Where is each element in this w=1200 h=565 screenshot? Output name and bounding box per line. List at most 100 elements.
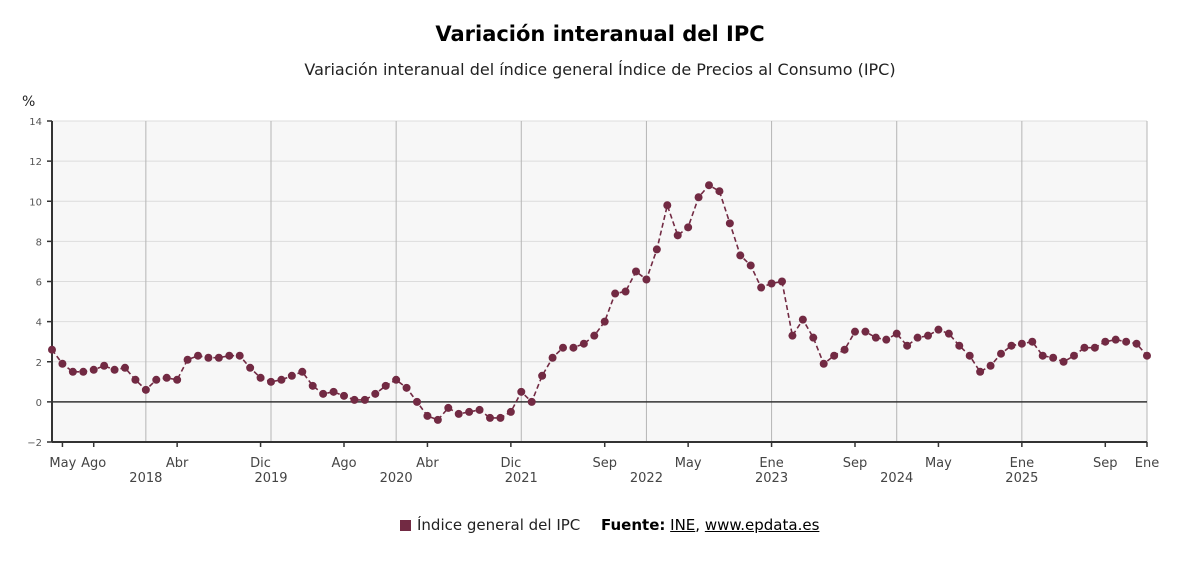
data-point [684, 223, 693, 232]
data-point [496, 413, 505, 422]
data-point [162, 373, 171, 382]
x-tick-label: Sep [592, 456, 617, 471]
x-tick-label: May [49, 456, 76, 471]
y-tick-label: 4 [36, 318, 42, 329]
data-point [1101, 337, 1110, 346]
data-point [757, 283, 766, 292]
data-point [632, 267, 640, 276]
data-point [214, 353, 223, 362]
series-line [51, 184, 1148, 421]
data-point [579, 339, 588, 348]
x-tick-label: Ago [331, 456, 356, 471]
data-point [851, 327, 859, 336]
legend-swatch [400, 519, 411, 531]
data-point [1007, 341, 1016, 350]
x-tick-label: Ene [759, 456, 783, 471]
legend-item[interactable]: Índice general del IPC [400, 516, 580, 534]
data-point [194, 351, 202, 360]
data-point [89, 365, 98, 374]
y-tick-label: 14 [29, 117, 42, 128]
data-point [1132, 339, 1141, 348]
data-point [141, 385, 150, 394]
data-point [329, 387, 338, 396]
data-point [319, 389, 328, 398]
data-point [673, 231, 682, 240]
data-point [121, 363, 129, 372]
data-point [830, 351, 839, 360]
x-year-label: 2020 [380, 471, 413, 486]
data-point [642, 275, 651, 284]
data-point [360, 395, 369, 404]
data-point [183, 355, 192, 364]
x-year-label: 2019 [254, 471, 287, 486]
y-tick-label: 8 [36, 237, 42, 248]
data-point [392, 375, 401, 384]
data-point [225, 351, 234, 360]
data-point [350, 395, 359, 404]
data-point [1111, 335, 1120, 344]
data-point [611, 289, 620, 298]
data-point [1028, 337, 1037, 346]
data-point [267, 377, 275, 386]
x-tick-label: Ago [81, 456, 106, 471]
data-point [976, 367, 985, 376]
data-point [277, 375, 286, 384]
y-tick-label: 10 [29, 197, 42, 208]
x-year-label: 2023 [755, 471, 788, 486]
y-tick-label: 6 [36, 278, 42, 289]
data-point [256, 373, 265, 382]
source-note: Fuente: INE, www.epdata.es [601, 516, 819, 534]
data-point [715, 187, 724, 196]
x-tick-label: Abr [166, 456, 189, 471]
data-point [819, 359, 828, 368]
x-year-label: 2021 [505, 471, 538, 486]
data-point [725, 219, 734, 228]
data-point [68, 367, 77, 376]
data-point [788, 331, 797, 340]
source-link-ine[interactable]: INE [670, 516, 696, 534]
data-point [527, 397, 536, 406]
data-point [663, 201, 672, 210]
data-point [944, 329, 953, 338]
data-point [694, 193, 703, 202]
data-point [402, 383, 411, 392]
x-year-label: 2022 [630, 471, 663, 486]
source-link-epdata[interactable]: www.epdata.es [704, 516, 820, 534]
y-tick-label: 2 [36, 358, 42, 369]
data-point [340, 391, 348, 400]
source-prefix: Fuente: [601, 516, 666, 534]
data-point [600, 317, 609, 326]
data-point [235, 351, 244, 360]
x-tick-label: May [925, 456, 952, 471]
data-point [381, 381, 390, 390]
y-tick-label: 0 [36, 398, 42, 409]
x-tick-label: Sep [843, 456, 868, 471]
chart-subtitle: Variación interanual del índice general … [304, 60, 896, 79]
x-tick-label: Ene [1010, 456, 1034, 471]
data-point [746, 261, 755, 270]
data-point [246, 363, 255, 372]
data-point [997, 349, 1005, 358]
data-point [559, 343, 567, 352]
data-point [308, 381, 317, 390]
data-point [736, 251, 745, 260]
data-point [882, 335, 891, 344]
data-point [705, 181, 713, 190]
data-point [1080, 343, 1089, 352]
data-point [1017, 339, 1026, 348]
y-axis-label: % [22, 94, 36, 110]
data-point [861, 327, 870, 336]
data-point [79, 367, 88, 376]
legend-label: Índice general del IPC [417, 516, 581, 534]
data-point [58, 359, 67, 368]
data-point [903, 341, 912, 350]
data-point [924, 331, 932, 340]
data-point [433, 415, 442, 424]
data-point [298, 367, 307, 376]
data-point [778, 277, 786, 286]
y-tick-label: 12 [29, 157, 42, 168]
data-point [538, 371, 547, 380]
data-point [1038, 351, 1047, 360]
data-point [1122, 337, 1131, 346]
